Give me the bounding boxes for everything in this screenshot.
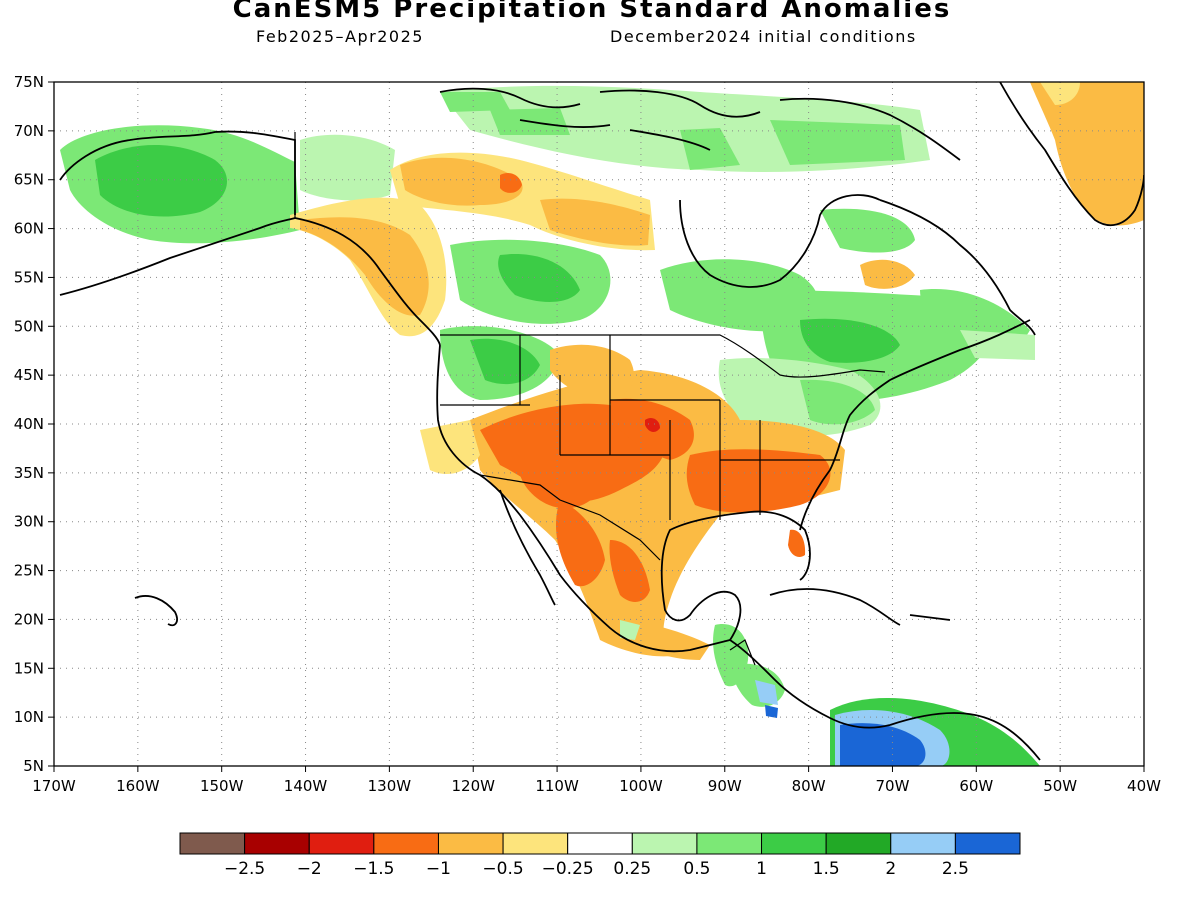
lon-label: 140W	[284, 777, 328, 795]
coastlines	[59, 82, 1144, 761]
lon-label: 70W	[876, 777, 910, 795]
legend-swatch	[954, 832, 1021, 855]
legend-swatch	[244, 832, 310, 855]
lon-label: 130W	[368, 777, 412, 795]
legend-swatch	[373, 832, 439, 855]
lat-label: 25N	[14, 562, 44, 580]
legend-label: −1.5	[353, 859, 394, 879]
legend-label: 2	[885, 859, 896, 879]
lon-label: 110W	[535, 777, 579, 795]
lat-label: 10N	[14, 708, 44, 726]
lon-label: 160W	[116, 777, 160, 795]
legend-swatch	[890, 832, 956, 855]
lat-label: 60N	[14, 220, 44, 238]
legend-swatch	[761, 832, 827, 855]
lon-label: 80W	[792, 777, 826, 795]
lat-label: 50N	[14, 317, 44, 335]
lat-label: 45N	[14, 366, 44, 384]
legend-label: −1	[426, 859, 451, 879]
legend-swatch	[308, 832, 375, 855]
lon-label: 90W	[708, 777, 742, 795]
legend-label: −2	[297, 859, 322, 879]
legend-label: −0.5	[482, 859, 523, 879]
lon-label: 60W	[959, 777, 993, 795]
lon-label: 120W	[451, 777, 495, 795]
lon-label: 100W	[619, 777, 663, 795]
chart-title: CanESM5 Precipitation Standard Anomalies	[232, 0, 952, 24]
political-borders	[294, 132, 886, 666]
forecast-period: Feb2025–Apr2025	[256, 27, 424, 46]
legend-swatch	[179, 832, 246, 855]
lat-label: 35N	[14, 464, 44, 482]
legend-label: −2.5	[224, 859, 265, 879]
color-legend: −2.5 −2 −1.5 −1 −0.5 −0.25 0.25 0.5 1 1.5 2 2.5	[179, 832, 1021, 879]
legend-swatch	[437, 832, 504, 855]
lat-label: 40N	[14, 415, 44, 433]
lat-label: 5N	[23, 757, 44, 775]
legend-swatch	[502, 832, 569, 855]
anomaly-fields	[60, 82, 1144, 766]
legend-swatch	[825, 832, 892, 855]
longitude-labels: 170W 160W 150W 140W 130W 120W 110W 100W 90W 80W 70…	[32, 766, 1161, 795]
lon-label: 50W	[1043, 777, 1077, 795]
lat-label: 70N	[14, 122, 44, 140]
lon-label: 150W	[200, 777, 244, 795]
latitude-labels: 75N 70N 65N 60N 55N 50N 45N 40N 35N 30N 25N 20N 15N 1…	[14, 73, 54, 775]
legend-label: −0.25	[542, 859, 594, 879]
legend-label: 0.25	[613, 859, 651, 879]
lat-label: 65N	[14, 171, 44, 189]
lat-label: 55N	[14, 268, 44, 286]
lat-label: 75N	[14, 73, 44, 91]
legend-label: 0.5	[683, 859, 710, 879]
legend-swatch	[631, 832, 698, 855]
lat-label: 30N	[14, 513, 44, 531]
legend-label: 1.5	[813, 859, 840, 879]
legend-label: 1	[756, 859, 767, 879]
lon-label: 170W	[32, 777, 76, 795]
legend-swatch	[567, 832, 633, 855]
legend-swatch	[696, 832, 763, 855]
lon-label: 40W	[1127, 777, 1161, 795]
legend-label: 2.5	[942, 859, 969, 879]
initial-conditions: December2024 initial conditions	[610, 27, 917, 46]
lat-label: 15N	[14, 659, 44, 677]
grid-lines	[54, 82, 1144, 766]
lat-label: 20N	[14, 610, 44, 628]
